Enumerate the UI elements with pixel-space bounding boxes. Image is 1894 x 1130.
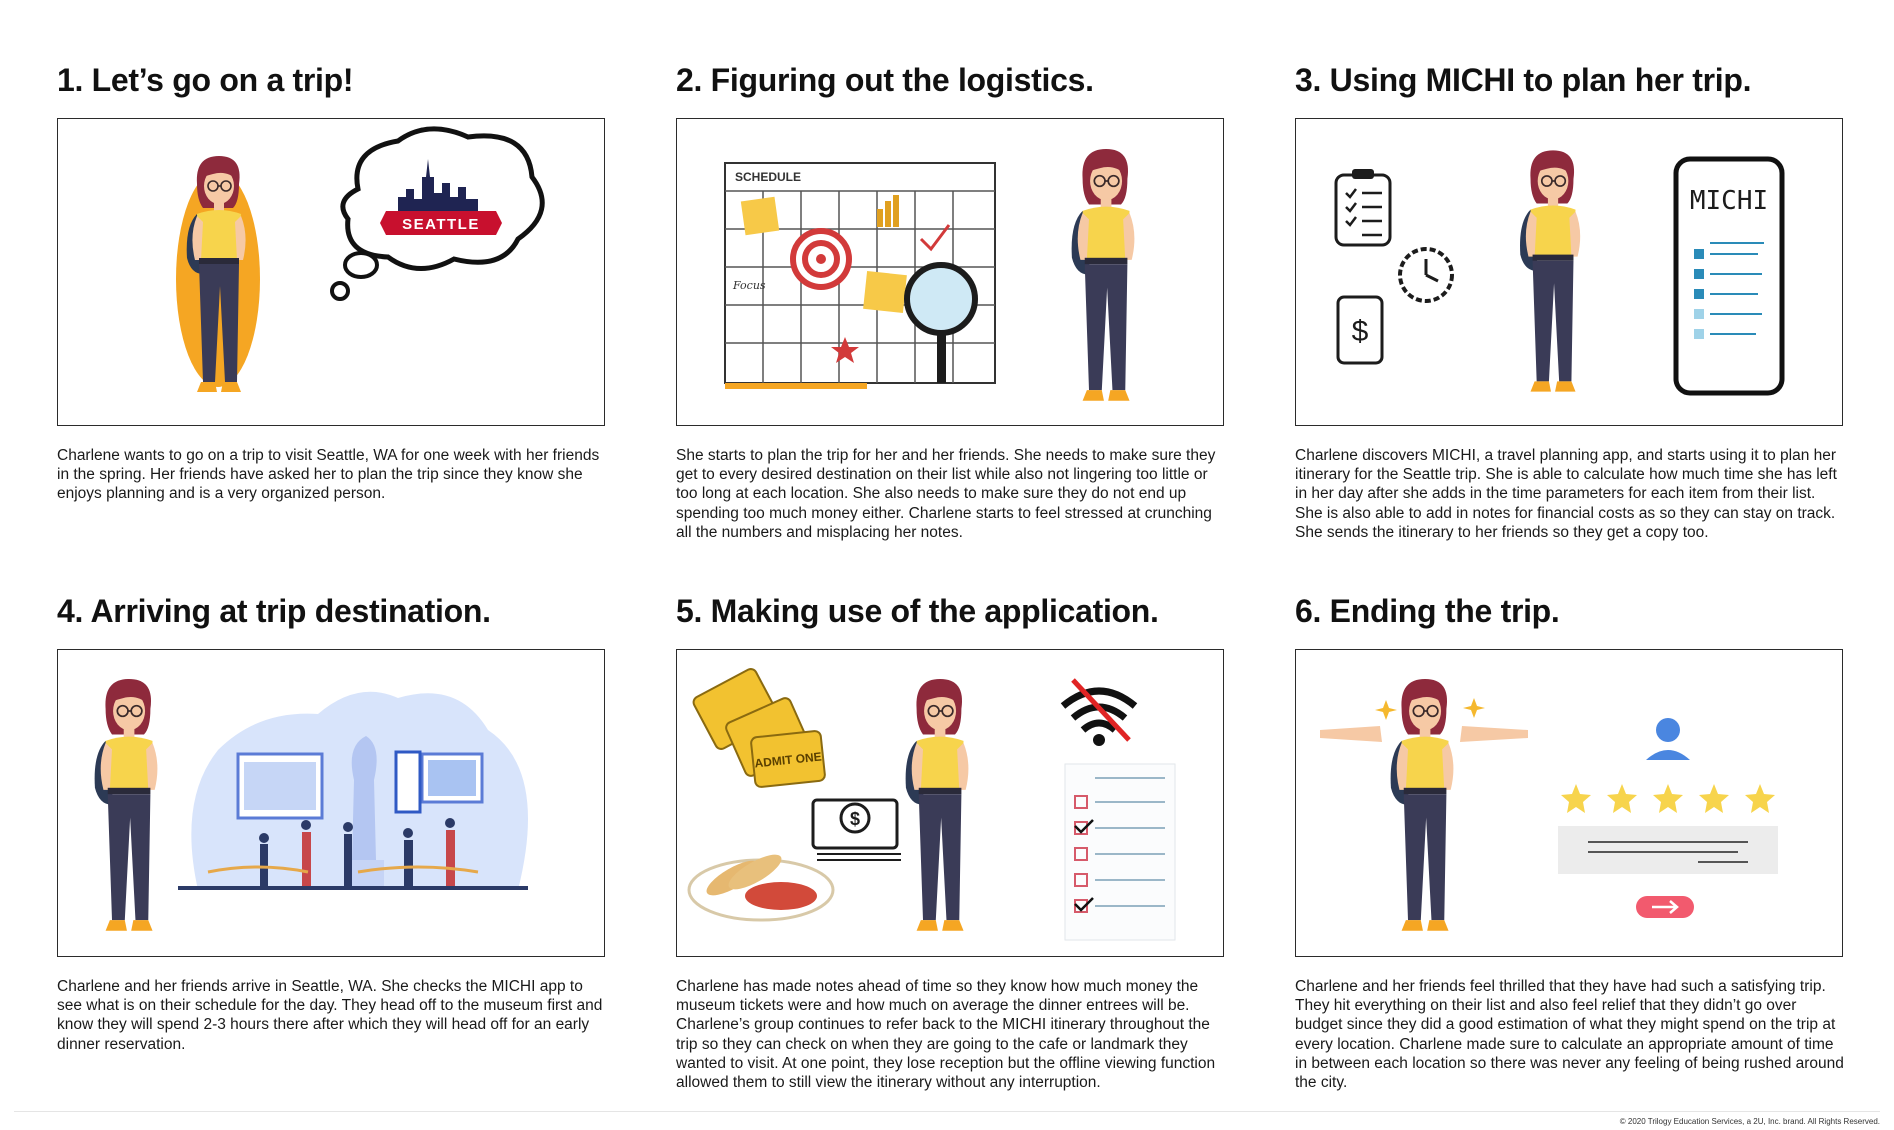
clock-icon [1398, 247, 1454, 303]
woman-character-icon [904, 678, 970, 932]
woman-character-icon [1320, 678, 1528, 932]
trip-idea-illustration: SEATTLE [176, 126, 545, 393]
panel-title: 2. Figuring out the logistics. [676, 62, 1094, 98]
panel-title: 1. Let’s go on a trip! [57, 62, 354, 98]
food-plate-icon [687, 854, 835, 922]
panel-illustration: SEATTLE [57, 118, 605, 426]
story-panel-1: 1. Let’s go on a trip! SEATTLE Charlene … [57, 60, 607, 502]
panel-caption: Charlene discovers MICHI, a travel plann… [1295, 447, 1837, 541]
museum-arrival-illustration [93, 678, 529, 932]
story-panel-2: 2. Figuring out the logistics. SCHEDULE [676, 60, 1226, 541]
clipboard-checklist-icon [1334, 169, 1392, 247]
money-symbol: $ [850, 809, 860, 829]
sparkle-icon [1375, 698, 1485, 720]
review-card-icon [1558, 826, 1778, 874]
panel-title: 4. Arriving at trip destination. [57, 593, 491, 629]
visitors-icon [259, 818, 455, 886]
seattle-skyline-icon: SEATTLE [380, 159, 502, 235]
svg-text:$: $ [1352, 315, 1369, 348]
money-stack-icon: $ [811, 798, 901, 861]
sticky-note-icon [740, 196, 907, 313]
app-usage-illustration: ADMIT ONE $ [687, 668, 1176, 941]
trip-ending-illustration [1320, 678, 1778, 932]
story-panel-3: 3. Using MICHI to plan her trip. [1295, 60, 1845, 541]
panel-illustration: ADMIT ONE $ [676, 649, 1224, 957]
story-panel-4: 4. Arriving at trip destination. [57, 591, 607, 1053]
star-icon [831, 337, 859, 363]
calendar-note: Focus [732, 279, 766, 292]
woman-character-icon [1519, 149, 1582, 393]
logistics-illustration: SCHEDULE Focus [724, 148, 1136, 402]
arrow-button-icon [1636, 896, 1694, 918]
calendar-header: SCHEDULE [735, 170, 801, 184]
admit-one-tickets-icon: ADMIT ONE [692, 668, 826, 788]
panel-caption: Charlene and her friends arrive in Seatt… [57, 978, 603, 1053]
panel-caption: Charlene has made notes ahead of time so… [676, 978, 1216, 1092]
story-panel-6: 6. Ending the trip. [1295, 591, 1845, 1091]
woman-character-icon [93, 678, 159, 932]
target-icon [790, 228, 852, 290]
panel-illustration [57, 649, 605, 957]
panel-title: 5. Making use of the application. [676, 593, 1159, 629]
woman-character-icon [1070, 148, 1136, 402]
museum-scene-icon [178, 691, 529, 890]
checklist-icon [1064, 763, 1176, 941]
panel-caption: She starts to plan the trip for her and … [676, 447, 1216, 541]
panel-caption: Charlene and her friends feel thrilled t… [1295, 978, 1844, 1092]
story-panel-5: 5. Making use of the application. ADMIT … [676, 591, 1226, 1091]
painting-icon [236, 750, 484, 820]
app-name-text: MICHI [1690, 186, 1768, 216]
footer-divider [14, 1111, 1880, 1112]
panel-illustration: $ MICHI [1295, 118, 1843, 426]
star-rating-icon [1561, 784, 1775, 813]
woman-character-icon [176, 155, 260, 393]
phone-dollar-icon: $ [1336, 295, 1384, 365]
user-avatar-icon [1646, 718, 1690, 760]
panel-caption: Charlene wants to go on a trip to visit … [57, 447, 600, 503]
panel-illustration [1295, 649, 1843, 957]
magnifier-icon [904, 262, 978, 383]
panel-illustration: SCHEDULE Focus [676, 118, 1224, 426]
panel-title: 6. Ending the trip. [1295, 593, 1560, 629]
smartphone-app-icon: MICHI [1673, 156, 1785, 396]
app-checklist [1694, 242, 1764, 339]
michi-planning-illustration: $ MICHI [1334, 149, 1785, 396]
no-wifi-icon [1060, 678, 1138, 746]
copyright-text: © 2020 Trilogy Education Services, a 2U,… [1619, 1117, 1880, 1126]
seattle-sign-text: SEATTLE [402, 216, 480, 233]
panel-title: 3. Using MICHI to plan her trip. [1295, 62, 1752, 98]
